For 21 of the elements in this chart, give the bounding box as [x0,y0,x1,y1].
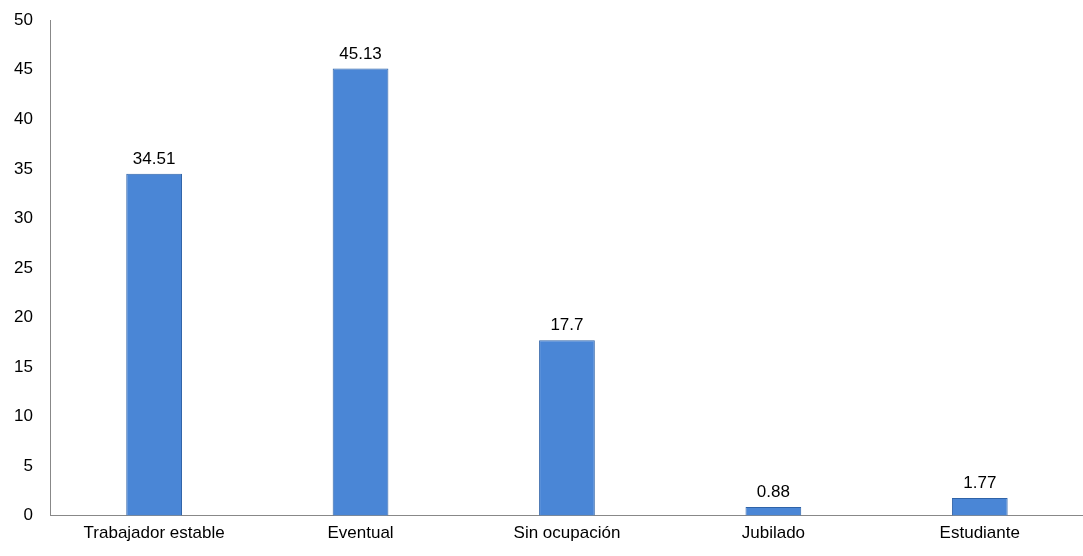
y-tick-label: 50 [13,9,33,29]
y-tick-label: 15 [13,356,33,376]
data-label: 17.7 [550,315,584,335]
data-label: 1.77 [963,473,997,493]
data-label: 45.13 [339,43,382,63]
data-label: 0.88 [756,482,790,502]
x-tick-label: Eventual [327,523,394,543]
y-tick-label: 10 [13,406,33,426]
y-tick-label: 45 [13,59,33,79]
y-tick-label: 20 [13,307,33,327]
x-tick-label: Estudiante [939,523,1020,543]
y-tick-label: 0 [23,505,33,525]
x-tick-label: Sin ocupación [513,523,621,543]
y-tick-label: 35 [13,158,33,178]
y-tick-label: 5 [23,455,33,475]
x-tick-label: Trabajador estable [83,523,225,543]
y-tick-label: 25 [13,257,33,277]
y-tick-label: 40 [13,108,33,128]
x-tick-label: Jubilado [741,523,806,543]
data-label: 34.51 [132,148,176,168]
y-tick-label: 30 [13,208,33,228]
